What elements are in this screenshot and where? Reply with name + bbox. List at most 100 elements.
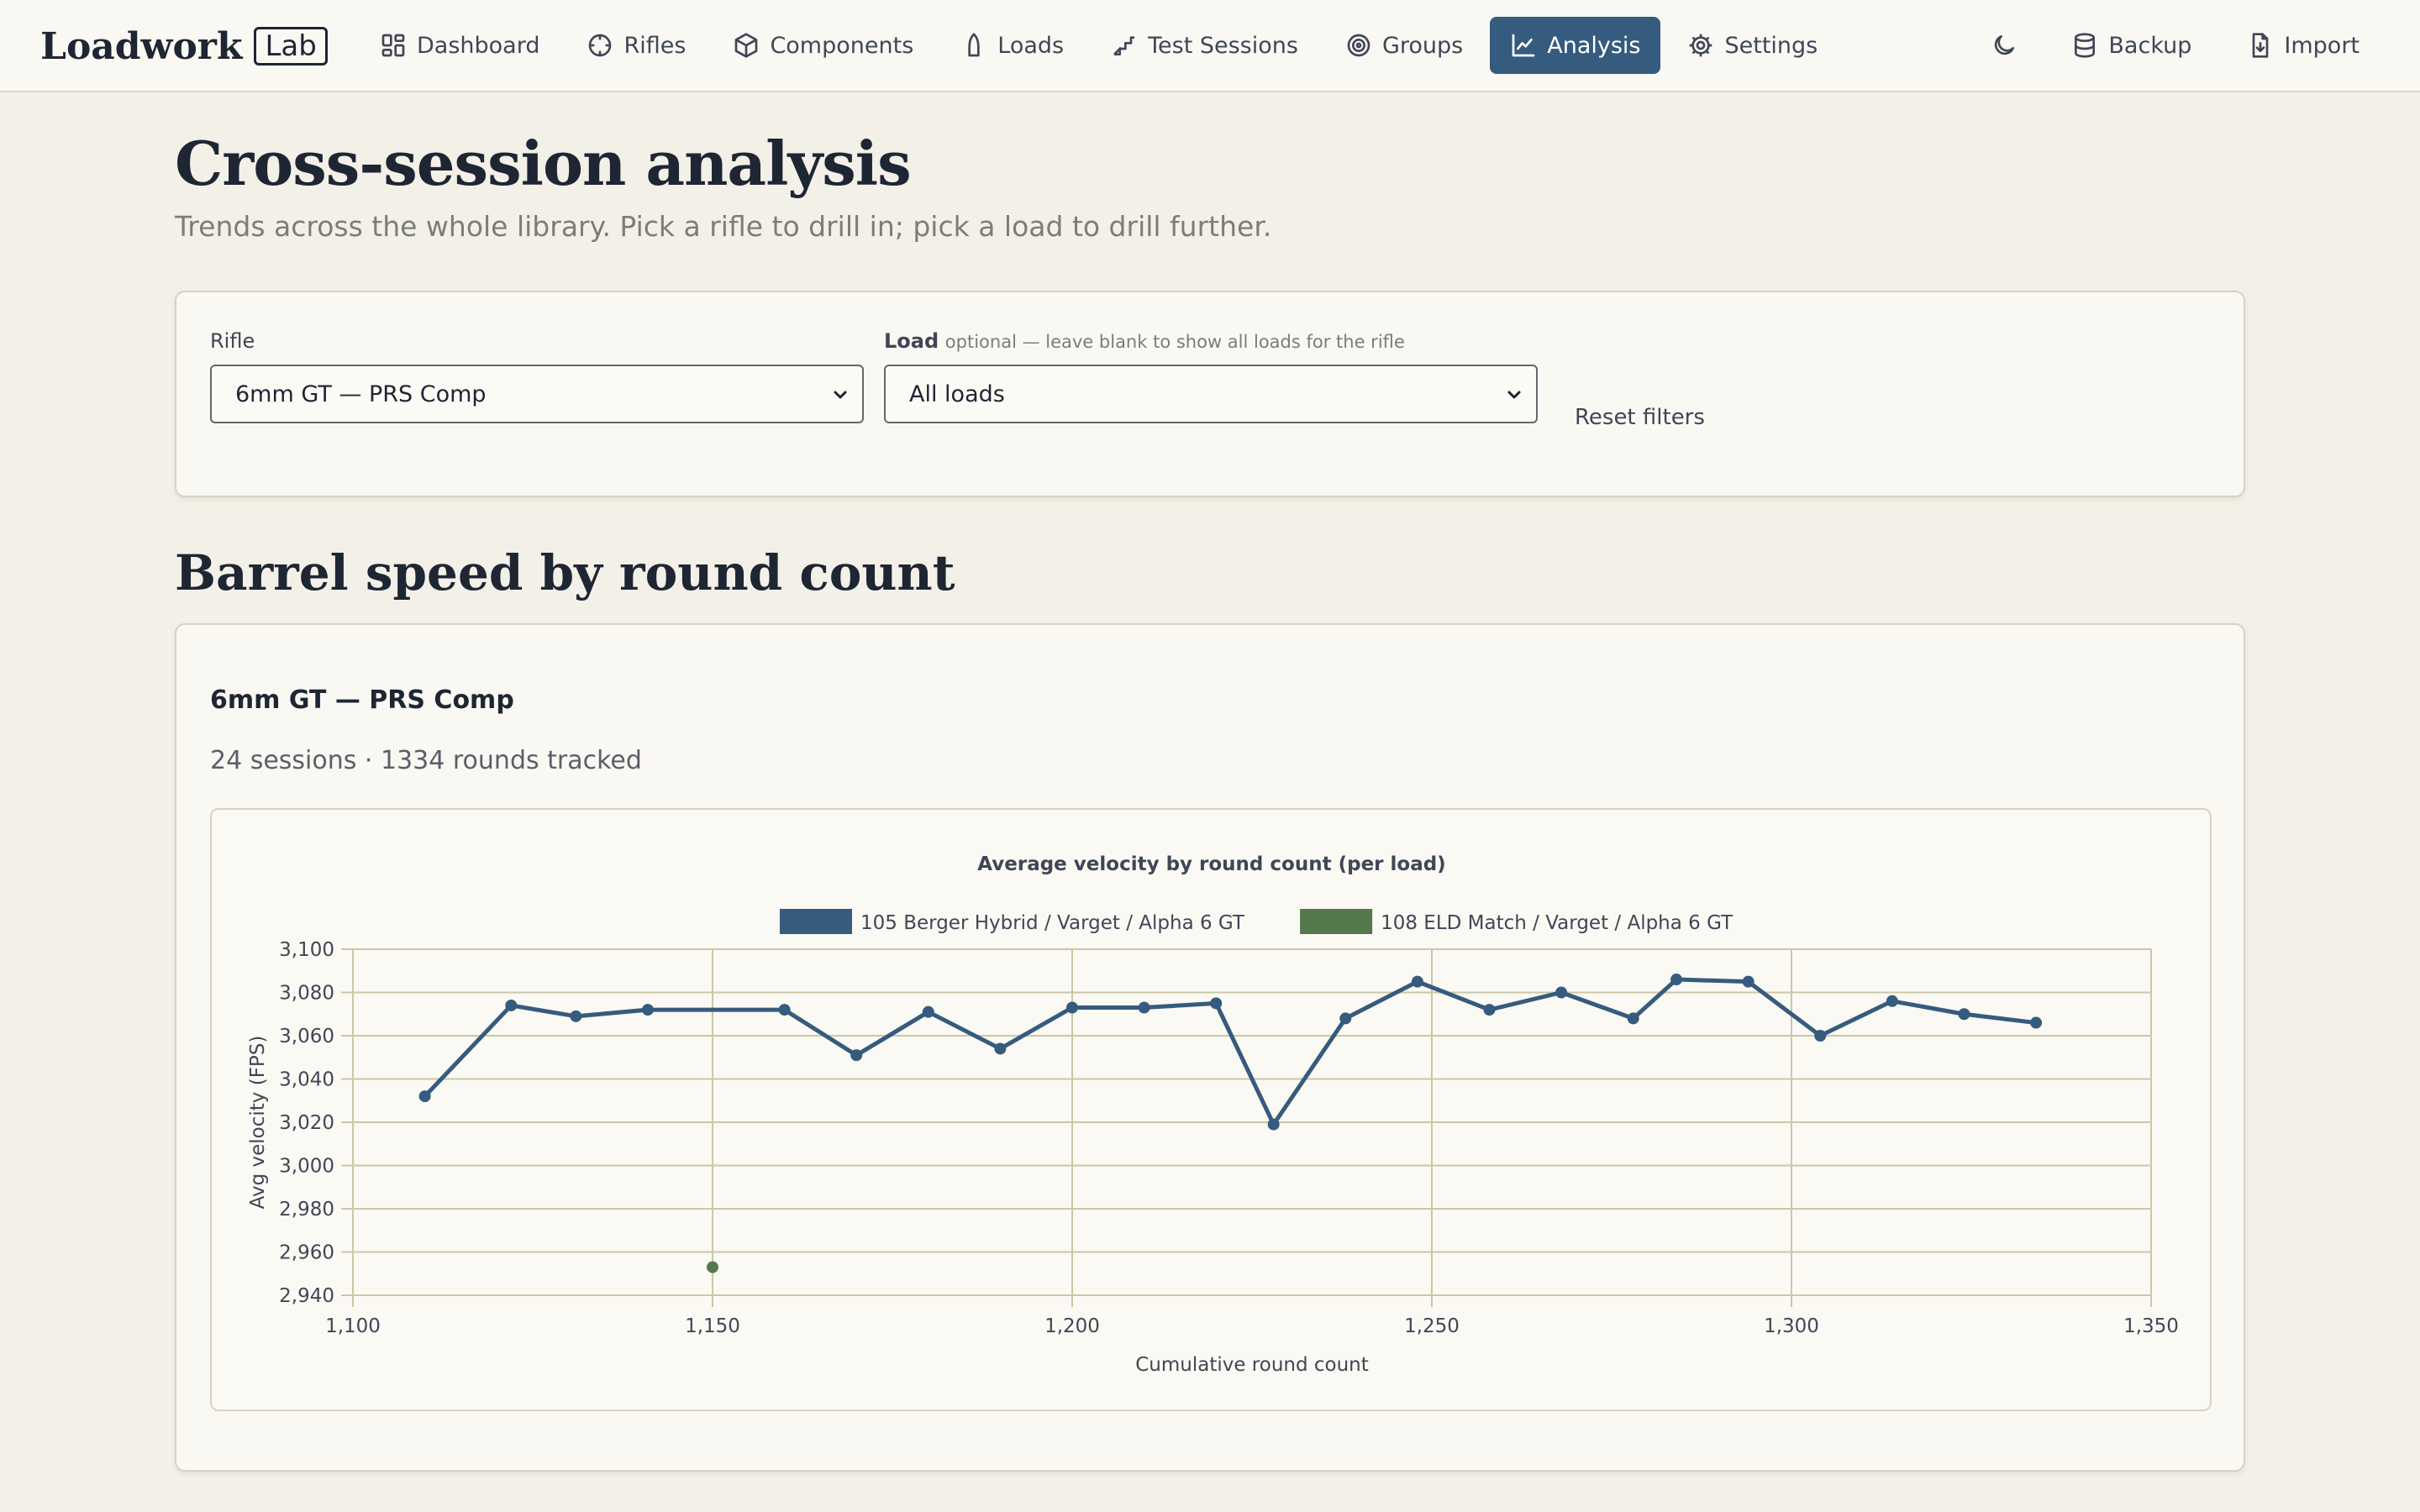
rifle-field-label: Rifle bbox=[210, 329, 255, 353]
theme-toggle-button[interactable] bbox=[1972, 17, 2036, 74]
nav-label: Test Sessions bbox=[1148, 32, 1298, 59]
data-point-series-1 bbox=[1267, 1118, 1280, 1131]
reset-filters-button[interactable]: Reset filters bbox=[1575, 405, 1705, 430]
bullet-icon bbox=[968, 33, 980, 57]
x-tick-label: 1,200 bbox=[1044, 1315, 1100, 1337]
chart-container: Average velocity by round count (per loa… bbox=[210, 808, 2212, 1411]
legend-swatch-2 bbox=[1300, 909, 1373, 934]
y-tick-label: 3,000 bbox=[279, 1156, 334, 1178]
line-chart-icon bbox=[1512, 34, 1535, 57]
x-tick-label: 1,150 bbox=[685, 1315, 740, 1337]
y-tick-label: 3,080 bbox=[279, 983, 334, 1005]
rifle-select[interactable]: 6mm GT — PRS Comp bbox=[210, 365, 864, 423]
app-logo[interactable]: Loadwork Lab bbox=[40, 24, 328, 69]
chevron-down-icon bbox=[1507, 391, 1521, 399]
main-nav: Dashboard Rifles Components Loads Test S… bbox=[360, 17, 1838, 74]
load-select[interactable]: All loads bbox=[884, 365, 1538, 423]
data-point-series-1 bbox=[1886, 995, 1898, 1007]
data-point-series-1 bbox=[418, 1090, 431, 1103]
page-subtitle: Trends across the whole library. Pick a … bbox=[175, 210, 1272, 243]
target-icon bbox=[1347, 34, 1370, 57]
y-tick-label: 3,060 bbox=[279, 1026, 334, 1047]
data-point-series-1 bbox=[1958, 1008, 1970, 1021]
x-tick-label: 1,350 bbox=[2123, 1315, 2179, 1337]
data-point-series-1 bbox=[1814, 1030, 1827, 1042]
data-point-series-1 bbox=[1627, 1012, 1639, 1025]
data-point-series-1 bbox=[1670, 974, 1683, 986]
x-tick-label: 1,300 bbox=[1764, 1315, 1819, 1337]
crosshair-icon bbox=[589, 34, 612, 57]
y-tick-label: 3,020 bbox=[279, 1112, 334, 1134]
y-tick-label: 2,940 bbox=[279, 1285, 334, 1307]
rifle-label: Rifle bbox=[210, 329, 255, 353]
x-axis-label: Cumulative round count bbox=[1135, 1354, 1369, 1376]
y-tick-label: 2,960 bbox=[279, 1242, 334, 1264]
stairs-icon bbox=[1113, 36, 1135, 55]
app-badge: Lab bbox=[254, 27, 328, 66]
y-tick-label: 3,100 bbox=[279, 939, 334, 961]
backup-label: Backup bbox=[2108, 32, 2192, 59]
load-label: Load bbox=[884, 329, 939, 353]
data-point-series-1 bbox=[1411, 975, 1423, 988]
data-point-series-1 bbox=[922, 1005, 934, 1018]
backup-button[interactable]: Backup bbox=[2051, 17, 2212, 74]
nav-item-groups[interactable]: Groups bbox=[1325, 17, 1483, 74]
data-point-series-1 bbox=[1483, 1004, 1496, 1016]
velocity-line-chart: Average velocity by round count (per loa… bbox=[247, 853, 2179, 1376]
chart-title: Average velocity by round count (per loa… bbox=[977, 853, 1445, 875]
x-tick-label: 1,100 bbox=[325, 1315, 381, 1337]
chart-card: 6mm GT — PRS Comp 24 sessions · 1334 rou… bbox=[175, 623, 2245, 1472]
legend-label-2: 108 ELD Match / Varget / Alpha 6 GT bbox=[1381, 912, 1733, 934]
data-point-series-1 bbox=[641, 1004, 654, 1016]
nav-actions: Backup Import bbox=[1972, 17, 2380, 74]
import-label: Import bbox=[2284, 32, 2360, 59]
rifle-select-value: 6mm GT — PRS Comp bbox=[235, 381, 487, 407]
import-button[interactable]: Import bbox=[2227, 17, 2380, 74]
nav-item-loads[interactable]: Loads bbox=[940, 17, 1084, 74]
data-point-series-1 bbox=[1138, 1001, 1150, 1014]
data-point-series-1 bbox=[1742, 975, 1754, 988]
rifle-name: 6mm GT — PRS Comp bbox=[210, 685, 514, 715]
load-field-label: Load optional — leave blank to show all … bbox=[884, 329, 1405, 353]
chevron-down-icon bbox=[834, 391, 847, 399]
y-tick-label: 2,980 bbox=[279, 1199, 334, 1221]
data-point-series-1 bbox=[1555, 986, 1568, 999]
data-point-series-2 bbox=[707, 1261, 718, 1273]
dashboard-icon bbox=[381, 34, 405, 57]
rifle-stats: 24 sessions · 1334 rounds tracked bbox=[210, 746, 642, 775]
box-icon bbox=[735, 33, 758, 58]
app-name: Loadwork bbox=[40, 24, 243, 68]
file-import-icon bbox=[2253, 33, 2269, 58]
data-point-series-1 bbox=[994, 1042, 1007, 1055]
nav-label: Settings bbox=[1724, 32, 1818, 59]
nav-label: Loads bbox=[997, 32, 1065, 59]
nav-item-dashboard[interactable]: Dashboard bbox=[360, 17, 560, 74]
nav-item-rifles[interactable]: Rifles bbox=[566, 17, 706, 74]
y-axis-label: Avg velocity (FPS) bbox=[247, 1036, 269, 1210]
filter-card: Rifle 6mm GT — PRS Comp Load optional — … bbox=[175, 291, 2245, 497]
gear-icon bbox=[1690, 34, 1712, 57]
x-tick-label: 1,250 bbox=[1404, 1315, 1460, 1337]
data-point-series-1 bbox=[2030, 1016, 2043, 1029]
series-line-1 bbox=[423, 977, 2039, 1127]
data-point-series-1 bbox=[1339, 1012, 1352, 1025]
nav-item-test-sessions[interactable]: Test Sessions bbox=[1091, 17, 1318, 74]
moon-icon bbox=[1995, 35, 2015, 55]
page-title: Cross-session analysis bbox=[175, 128, 912, 199]
legend-swatch-1 bbox=[780, 909, 852, 934]
nav-item-components[interactable]: Components bbox=[713, 17, 934, 74]
data-point-series-1 bbox=[570, 1010, 582, 1022]
nav-label: Groups bbox=[1381, 32, 1464, 59]
nav-label: Dashboard bbox=[417, 32, 540, 59]
nav-label: Analysis bbox=[1547, 32, 1641, 59]
data-point-series-1 bbox=[778, 1004, 791, 1016]
section-title: Barrel speed by round count bbox=[175, 544, 955, 601]
y-tick-label: 3,040 bbox=[279, 1069, 334, 1091]
load-select-value: All loads bbox=[909, 381, 1005, 407]
data-point-series-1 bbox=[850, 1049, 863, 1062]
nav-item-settings[interactable]: Settings bbox=[1667, 17, 1838, 74]
nav-item-analysis[interactable]: Analysis bbox=[1490, 17, 1661, 74]
nav-label: Components bbox=[770, 32, 914, 59]
load-hint: optional — leave blank to show all loads… bbox=[944, 332, 1405, 352]
data-point-series-1 bbox=[1210, 997, 1223, 1010]
